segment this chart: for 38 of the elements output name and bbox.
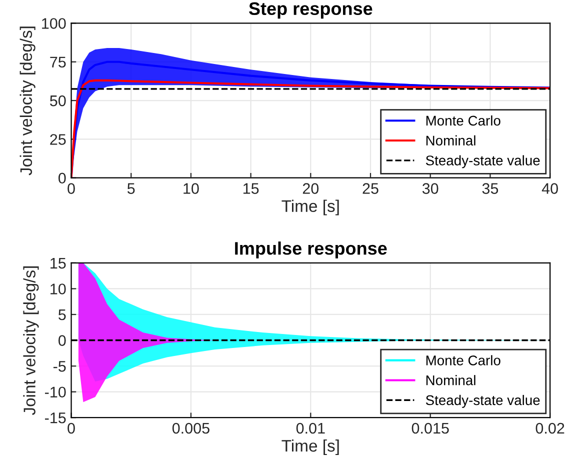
legend-label: Monte Carlo (426, 355, 500, 366)
y-tick-label: 75 (50, 56, 66, 68)
x-tick-label: 5 (127, 183, 135, 194)
y-axis-title: Joint velocity [deg/s] (23, 266, 39, 416)
y-tick-label: 5 (58, 310, 66, 320)
y-tick-label: 10 (50, 284, 66, 294)
legend-label: Nominal (426, 375, 476, 386)
x-tick-label: 0.01 (296, 422, 325, 434)
y-tick-label: 15 (50, 258, 66, 269)
x-tick-label: 0.015 (412, 422, 449, 434)
x-tick-label: 40 (542, 183, 558, 194)
x-tick-label: 25 (362, 183, 378, 194)
x-tick-label: 35 (482, 183, 498, 194)
x-tick-label: 0 (68, 422, 75, 434)
y-tick-label: 25 (50, 134, 66, 145)
y-tick-label: 50 (50, 95, 66, 106)
x-tick-label: 20 (302, 183, 319, 194)
legend-label: Steady-state value (426, 394, 540, 408)
x-tick-label: 15 (243, 183, 259, 194)
x-tick-label: 0.02 (536, 422, 564, 434)
y-tick-label: 100 (42, 18, 66, 29)
x-tick-label: 10 (184, 183, 199, 194)
x-tick-label: 0 (68, 183, 75, 194)
x-tick-label: 30 (422, 183, 438, 194)
x-axis-title: Time [s] (282, 439, 339, 456)
x-tick-label: 0.005 (172, 422, 210, 434)
y-tick-label: -5 (53, 361, 66, 372)
y-tick-label: -15 (44, 412, 66, 424)
y-axis-title: Joint velocity [deg/s] (20, 26, 36, 176)
legend-label: Steady-state value (426, 155, 540, 168)
y-tick-label: -10 (44, 386, 66, 398)
y-tick-label: 0 (58, 335, 66, 346)
x-axis-title: Time [s] (282, 200, 339, 216)
chart-title: Step response (248, 2, 372, 19)
legend-label: Monte Carlo (426, 115, 500, 126)
y-tick-label: 0 (58, 172, 66, 184)
chart-title: Impulse response (235, 242, 387, 258)
legend-label: Nominal (426, 135, 476, 146)
